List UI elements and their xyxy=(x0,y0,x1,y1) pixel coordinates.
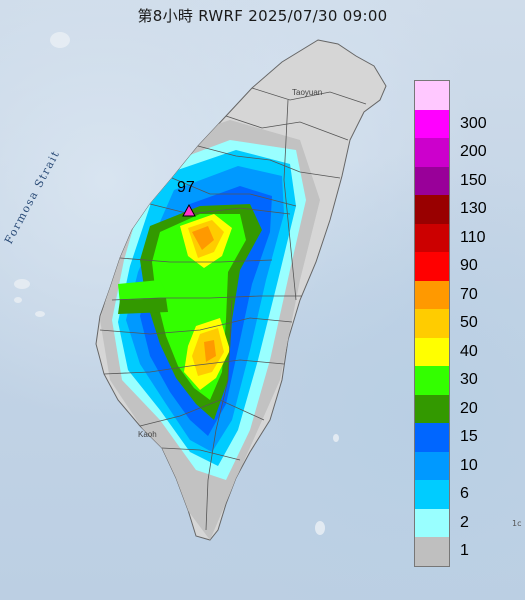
legend-label: 300 xyxy=(460,114,487,132)
map-title: 第8小時 RWRF 2025/07/30 09:00 xyxy=(137,7,388,25)
legend-swatch xyxy=(415,280,449,309)
legend-label: 15 xyxy=(460,428,478,445)
county-boundaries xyxy=(99,87,367,531)
legend-swatch xyxy=(415,337,449,366)
peak-value-label: 97 xyxy=(177,179,195,196)
legend-swatch xyxy=(415,195,449,224)
legend-label: 150 xyxy=(460,171,487,189)
legend-swatch xyxy=(415,138,449,167)
color-legend xyxy=(414,80,450,567)
legend-swatch xyxy=(415,508,449,537)
legend-swatch xyxy=(415,366,449,395)
legend-label: 10 xyxy=(460,456,478,474)
legend-label: 130 xyxy=(460,200,487,217)
peak-triangle-icon xyxy=(182,203,196,217)
legend-label: 40 xyxy=(460,342,478,360)
place-label-taoyuan: Taoyuan xyxy=(292,88,323,97)
legend-swatch xyxy=(415,537,449,566)
legend-label: 1 xyxy=(460,542,469,559)
legend-swatch xyxy=(415,81,449,110)
offshore-islands xyxy=(14,32,339,535)
legend-label: 110 xyxy=(460,228,486,246)
legend-swatch xyxy=(415,480,449,509)
rainfall-field xyxy=(100,120,320,540)
legend-swatch xyxy=(415,223,449,252)
edge-fragment-text: 1c xyxy=(512,519,522,528)
legend-label: 6 xyxy=(460,485,469,502)
legend-swatch xyxy=(415,451,449,480)
legend-swatch xyxy=(415,252,449,281)
legend-swatch xyxy=(415,166,449,195)
legend-label: 70 xyxy=(460,285,478,303)
legend-label: 90 xyxy=(460,257,478,274)
legend-swatch xyxy=(415,309,449,338)
place-label-kaohsiung: Kaoh xyxy=(138,430,157,439)
legend-label: 30 xyxy=(460,371,478,388)
legend-label: 50 xyxy=(460,314,478,331)
legend-label: 20 xyxy=(460,399,478,417)
legend-label: 200 xyxy=(460,143,487,160)
legend-swatch xyxy=(415,109,449,138)
legend-label: 2 xyxy=(460,513,469,531)
legend-swatch xyxy=(415,423,449,452)
legend-swatch xyxy=(415,394,449,423)
